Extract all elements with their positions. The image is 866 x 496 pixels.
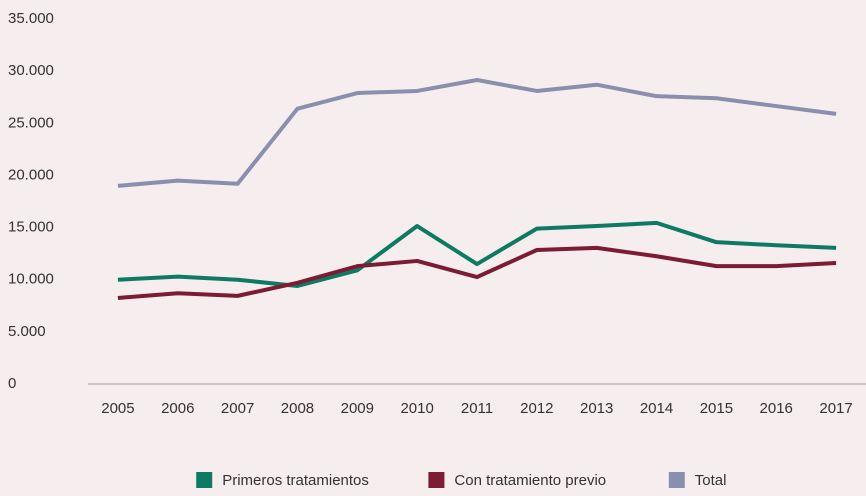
y-tick-label: 10.000: [8, 271, 54, 288]
y-tick-label: 5.000: [8, 323, 46, 340]
x-tick-label: 2007: [221, 400, 254, 417]
x-tick-label: 2009: [341, 400, 374, 417]
legend-label: Total: [695, 472, 727, 489]
series-line: [117, 245, 837, 300]
y-tick-label: 20.000: [8, 166, 54, 183]
y-tick-label: 25.000: [8, 114, 54, 131]
x-tick-label: 2016: [760, 400, 793, 417]
x-tick-label: 2017: [819, 400, 852, 417]
series-line: [117, 220, 837, 288]
y-tick-label: 0: [8, 375, 16, 392]
y-tick-label: 35.000: [8, 10, 54, 27]
y-tick-label: 15.000: [8, 219, 54, 236]
x-tick-label: 2014: [640, 400, 673, 417]
legend-label: Con tratamiento previo: [454, 472, 606, 489]
x-tick-label: 2012: [520, 400, 553, 417]
legend-swatch: [196, 472, 213, 488]
legend-label: Primeros tratamientos: [222, 472, 369, 489]
legend-swatch: [668, 472, 685, 488]
x-tick-label: 2008: [281, 400, 314, 417]
x-tick-label: 2010: [400, 400, 433, 417]
legend-swatch: [428, 472, 445, 488]
x-tick-label: 2013: [580, 400, 613, 417]
x-tick-label: 2005: [101, 400, 134, 417]
x-tick-label: 2011: [461, 400, 493, 417]
y-tick-label: 30.000: [8, 62, 54, 79]
series-line: [117, 78, 837, 188]
x-tick-label: 2015: [700, 400, 733, 417]
x-tick-label: 2006: [161, 400, 194, 417]
